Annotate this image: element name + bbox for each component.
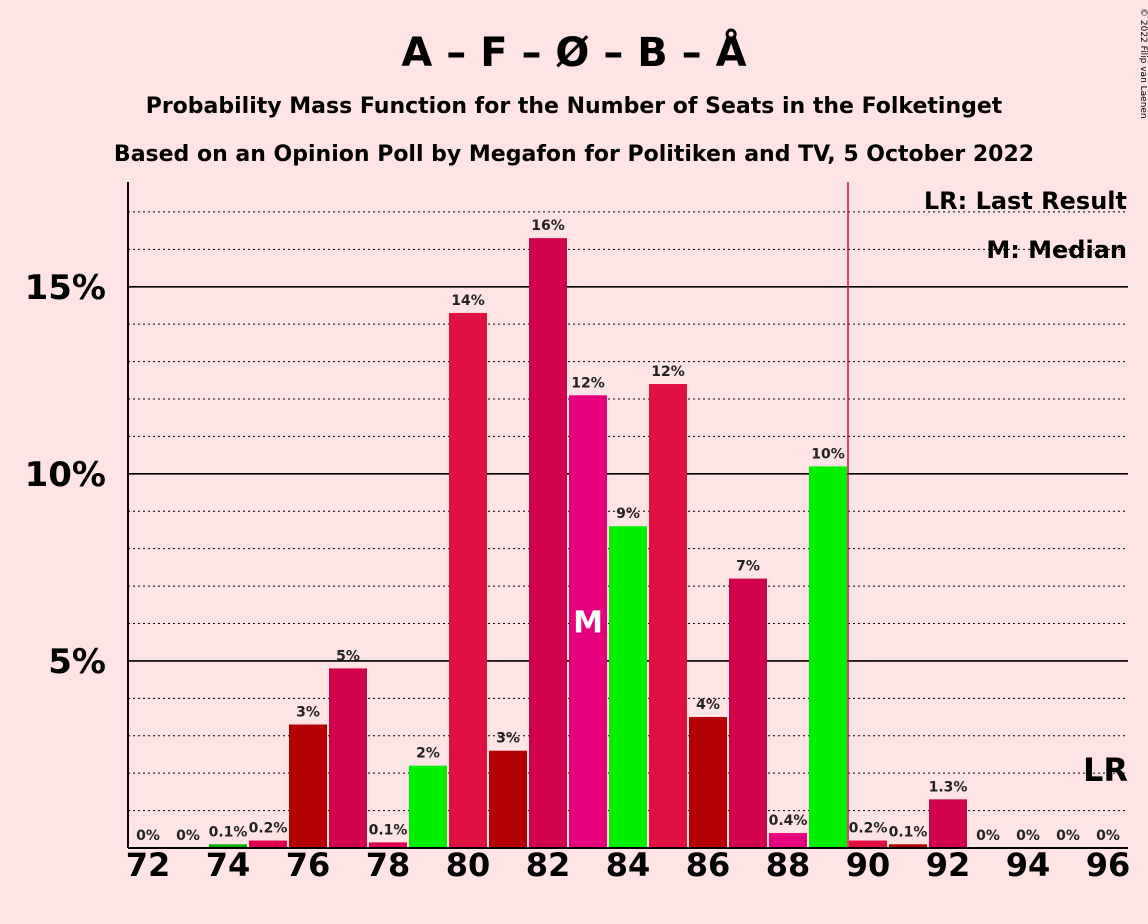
data-label-seat-80: 14% — [451, 293, 485, 309]
data-label-seat-84: 9% — [616, 506, 640, 522]
bar-seat-88 — [769, 833, 807, 848]
data-label-seat-79: 2% — [416, 746, 440, 762]
median-marker: M — [573, 606, 603, 641]
data-label-seat-86: 4% — [696, 697, 720, 713]
data-label-seat-82: 16% — [531, 218, 565, 234]
bar-seat-80 — [449, 312, 487, 848]
x-tick-label: 80 — [446, 846, 491, 884]
data-label-seat-92: 1.3% — [929, 779, 968, 795]
chart-subtitle-line-1: Probability Mass Function for the Number… — [146, 94, 1003, 119]
data-label-seat-78: 0.1% — [369, 822, 408, 838]
data-label-seat-81: 3% — [496, 731, 520, 747]
data-label-seat-77: 5% — [336, 648, 360, 664]
bar-seat-89 — [809, 466, 847, 848]
bar-seat-74 — [209, 844, 247, 848]
data-label-seat-90: 0.2% — [849, 821, 888, 837]
x-tick-label: 86 — [686, 846, 731, 884]
bar-seat-79 — [409, 765, 447, 848]
bar-seat-92 — [929, 799, 967, 848]
data-label-seat-93: 0% — [976, 828, 1000, 844]
data-label-seat-85: 12% — [651, 364, 685, 380]
axes: 5% 10% 15% LR 72 74 76 78 80 82 84 86 88 90 92 94 96 — [25, 182, 1131, 884]
y-tick-label: 10% — [25, 455, 106, 495]
x-tick-label: 82 — [526, 846, 571, 884]
y-tick-label: 5% — [48, 642, 106, 682]
x-tick-label: 92 — [926, 846, 971, 884]
x-tick-label: 96 — [1086, 846, 1131, 884]
x-tick-label: 74 — [206, 846, 251, 884]
bar-seat-75 — [249, 840, 287, 848]
bar-seat-78 — [369, 842, 407, 848]
x-tick-label: 78 — [366, 846, 411, 884]
data-label-seat-96: 0% — [1096, 828, 1120, 844]
chart-title: A – F – Ø – B – Å — [401, 27, 746, 76]
legend: LR: Last Result M: Median — [924, 187, 1127, 264]
bar-seat-82 — [529, 238, 567, 848]
data-label-seat-74: 0.1% — [209, 824, 248, 840]
data-label-seat-75: 0.2% — [249, 821, 288, 837]
last-result-marker: LR — [1083, 751, 1128, 789]
data-labels: 0% 0% 0.1% 0.2%3%5%0.1%2%14%3%16%12%M9%12%4… — [136, 218, 1120, 844]
legend-median: M: Median — [986, 236, 1127, 264]
bar-seat-86 — [689, 717, 727, 848]
copyright-notice: © 2022 Filip van Laenen — [1138, 8, 1148, 119]
bar-seat-85 — [649, 384, 687, 848]
data-label-seat-95: 0% — [1056, 828, 1080, 844]
data-label-seat-76: 3% — [296, 705, 320, 721]
x-tick-label: 76 — [286, 846, 331, 884]
x-tick-label: 90 — [846, 846, 891, 884]
data-label-seat-88: 0.4% — [769, 813, 808, 829]
x-tick-label: 88 — [766, 846, 811, 884]
data-label-seat-94: 0% — [1016, 828, 1040, 844]
data-label-seat-91: 0.1% — [889, 824, 928, 840]
y-tick-label: 15% — [25, 268, 106, 308]
x-tick-label: 94 — [1006, 846, 1051, 884]
data-label-seat-83: 12% — [571, 375, 605, 391]
bar-seat-77 — [329, 668, 367, 848]
data-label-seat-89: 10% — [811, 446, 845, 462]
legend-last-result: LR: Last Result — [924, 187, 1127, 215]
x-tick-label: 72 — [126, 846, 171, 884]
x-tick-label: 84 — [606, 846, 651, 884]
bar-seat-84 — [609, 526, 647, 848]
bar-seat-76 — [289, 724, 327, 848]
bars — [209, 238, 967, 848]
bar-seat-90 — [849, 840, 887, 848]
data-label-seat-73: 0% — [176, 828, 200, 844]
chart-subtitle-line-2: Based on an Opinion Poll by Megafon for … — [114, 142, 1034, 167]
bar-seat-83 — [569, 395, 607, 848]
bar-seat-81 — [489, 750, 527, 848]
data-label-seat-72: 0% — [136, 828, 160, 844]
bar-seat-87 — [729, 578, 767, 848]
data-label-seat-87: 7% — [736, 559, 760, 575]
bar-seat-91 — [889, 844, 927, 848]
